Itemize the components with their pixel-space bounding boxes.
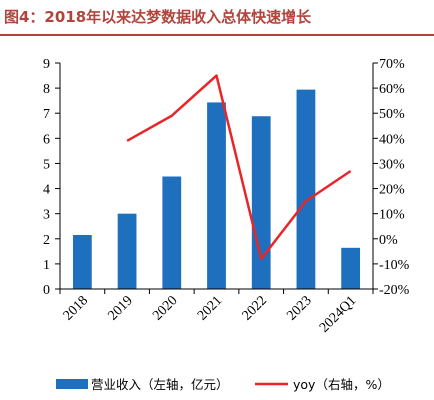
yoy-line [126, 74, 352, 261]
bar-2020 [162, 176, 182, 289]
x-tick-label: 2019 [105, 293, 135, 323]
right-tick-label: 60% [379, 82, 405, 97]
right-tick-label: -20% [379, 283, 410, 298]
bar-2024Q1 [341, 247, 361, 289]
bar-2022 [251, 116, 271, 289]
right-tick-label: -10% [379, 258, 410, 273]
x-tick-label: 2020 [150, 293, 180, 323]
x-tick-label: 2018 [61, 293, 91, 323]
right-tick-label: 10% [379, 208, 405, 223]
left-tick-label: 5 [43, 157, 50, 172]
right-tick-label: 0% [379, 233, 398, 248]
left-tick-label: 7 [43, 107, 50, 122]
x-tick-label: 2021 [195, 293, 225, 323]
title-underline [0, 34, 434, 36]
chart-title: 图4：2018年以来达梦数据收入总体快速增长 [4, 8, 312, 26]
left-tick-label: 9 [43, 57, 50, 72]
x-tick-label: 2024Q1 [317, 293, 360, 336]
bar-2019 [117, 213, 137, 289]
left-tick-label: 3 [43, 208, 50, 223]
x-tick-label: 2022 [240, 293, 270, 323]
left-tick-label: 6 [43, 132, 50, 147]
bar-2018 [72, 235, 92, 289]
left-tick-label: 8 [43, 82, 50, 97]
left-tick-label: 1 [43, 258, 50, 273]
legend-label-yoy: yoy（右轴，%） [293, 377, 390, 392]
right-tick-label: 70% [379, 57, 405, 72]
legend-swatch-revenue [56, 379, 88, 389]
right-tick-label: 40% [379, 132, 405, 147]
x-tick-label: 2023 [284, 293, 314, 323]
right-tick-label: 30% [379, 157, 405, 172]
left-tick-label: 4 [43, 183, 50, 198]
bar-2021 [207, 102, 226, 290]
right-tick-label: 50% [379, 107, 405, 122]
right-tick-label: 20% [379, 183, 405, 198]
left-tick-label: 2 [43, 233, 50, 248]
legend-label-revenue: 营业收入（左轴，亿元） [91, 377, 229, 392]
left-tick-label: 0 [43, 283, 50, 298]
bar-2023 [296, 89, 316, 290]
